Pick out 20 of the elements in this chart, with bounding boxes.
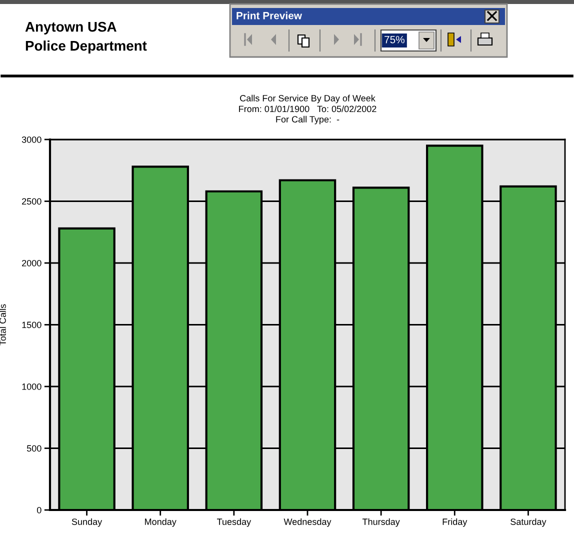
x-tick-label: Sunday xyxy=(72,518,102,527)
text: Anytown USA xyxy=(25,22,116,34)
chart-title: Calls For Service By Day of Week xyxy=(240,94,376,104)
x-tick-label: Monday xyxy=(145,518,176,527)
y-tick-label: 500 xyxy=(26,445,42,452)
text: Police Department xyxy=(26,40,147,54)
y-tick-label: 2500 xyxy=(22,198,42,205)
x-tick-label: Friday xyxy=(442,518,468,527)
y-tick-label: 3000 xyxy=(22,136,42,143)
x-tick-label: Wednesday xyxy=(284,518,332,527)
y-tick-label: 2000 xyxy=(22,260,42,266)
x-tick-label: Saturday xyxy=(510,518,546,527)
text: 75% xyxy=(384,36,404,44)
chart-subtitle: From: 01/01/1900 To: 05/02/2002 For Call Type: - xyxy=(239,106,376,124)
y-tick-label: 1500 xyxy=(22,322,42,328)
x-tick-label: Tuesday xyxy=(216,518,252,527)
y-tick-label: 1000 xyxy=(22,383,42,390)
text: Print Preview xyxy=(236,12,302,20)
x-tick-label: Thursday xyxy=(362,518,400,527)
y-tick-label: 0 xyxy=(37,506,42,514)
